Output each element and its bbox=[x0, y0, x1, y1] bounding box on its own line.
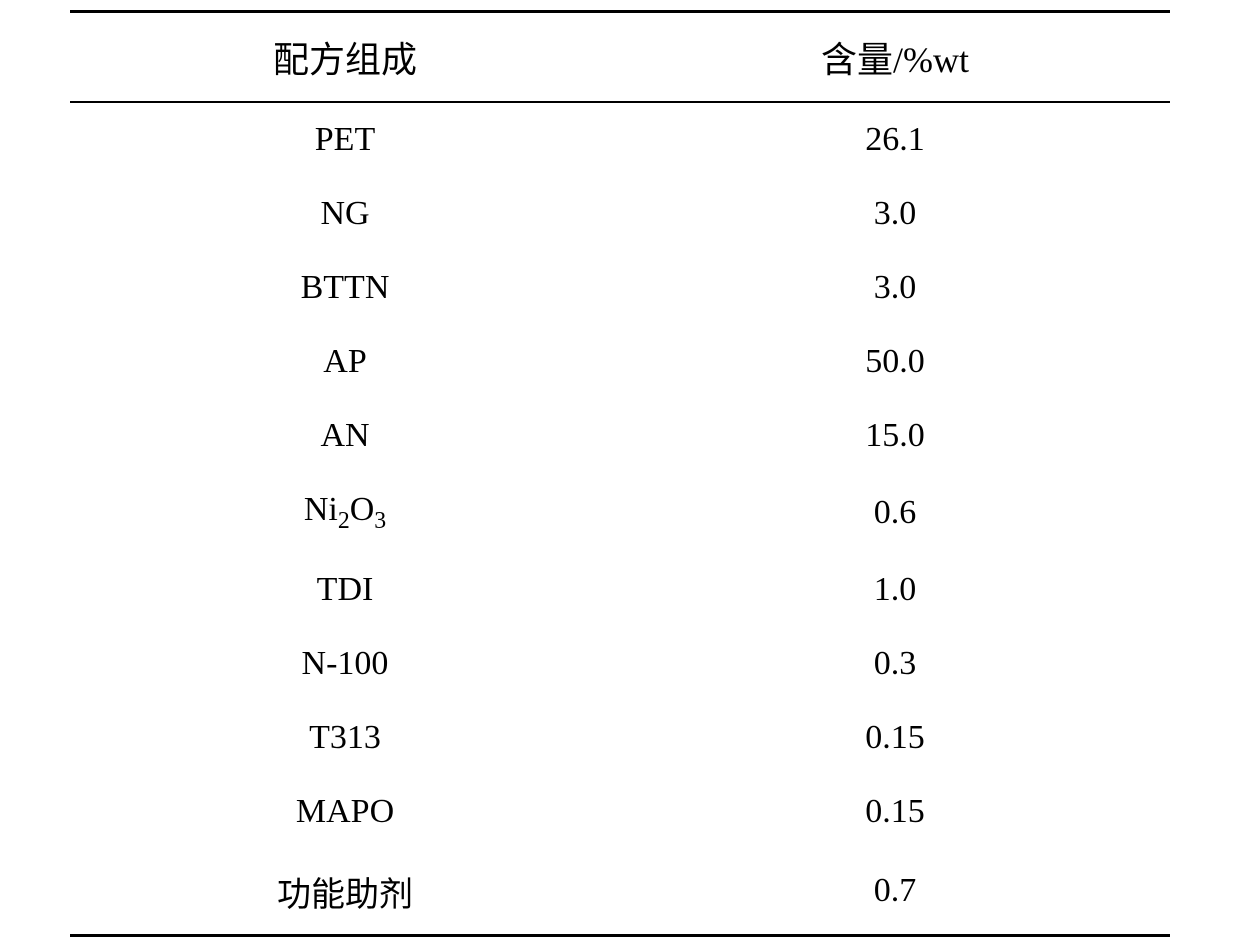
composition-cell: BTTN bbox=[70, 251, 620, 325]
composition-cell: Ni2O3 bbox=[70, 473, 620, 553]
content-cell: 0.6 bbox=[620, 473, 1170, 553]
content-cell: 0.7 bbox=[620, 849, 1170, 936]
table-row: PET 26.1 bbox=[70, 102, 1170, 177]
content-cell: 15.0 bbox=[620, 399, 1170, 473]
table-row: BTTN 3.0 bbox=[70, 251, 1170, 325]
table-row: MAPO 0.15 bbox=[70, 775, 1170, 849]
table-row: AN 15.0 bbox=[70, 399, 1170, 473]
column-header-content: 含量/%wt bbox=[620, 12, 1170, 103]
formula-table-container: 配方组成 含量/%wt PET 26.1 NG 3.0 BTTN 3.0 AP … bbox=[70, 10, 1170, 937]
composition-cell: TDI bbox=[70, 553, 620, 627]
content-cell: 0.15 bbox=[620, 775, 1170, 849]
composition-cell: N-100 bbox=[70, 627, 620, 701]
content-cell: 1.0 bbox=[620, 553, 1170, 627]
table-row: T313 0.15 bbox=[70, 701, 1170, 775]
composition-cell: T313 bbox=[70, 701, 620, 775]
table-header-row: 配方组成 含量/%wt bbox=[70, 12, 1170, 103]
table-row: AP 50.0 bbox=[70, 325, 1170, 399]
table-row: Ni2O3 0.6 bbox=[70, 473, 1170, 553]
formula-table: 配方组成 含量/%wt PET 26.1 NG 3.0 BTTN 3.0 AP … bbox=[70, 10, 1170, 937]
composition-cell: MAPO bbox=[70, 775, 620, 849]
table-row: N-100 0.3 bbox=[70, 627, 1170, 701]
composition-cell: AN bbox=[70, 399, 620, 473]
composition-cell: AP bbox=[70, 325, 620, 399]
composition-cell: 功能助剂 bbox=[70, 849, 620, 936]
content-cell: 0.15 bbox=[620, 701, 1170, 775]
content-cell: 50.0 bbox=[620, 325, 1170, 399]
content-cell: 3.0 bbox=[620, 251, 1170, 325]
table-row: NG 3.0 bbox=[70, 177, 1170, 251]
composition-cell: NG bbox=[70, 177, 620, 251]
table-row: 功能助剂 0.7 bbox=[70, 849, 1170, 936]
column-header-composition: 配方组成 bbox=[70, 12, 620, 103]
content-cell: 0.3 bbox=[620, 627, 1170, 701]
table-row: TDI 1.0 bbox=[70, 553, 1170, 627]
composition-cell: PET bbox=[70, 102, 620, 177]
content-cell: 3.0 bbox=[620, 177, 1170, 251]
content-cell: 26.1 bbox=[620, 102, 1170, 177]
